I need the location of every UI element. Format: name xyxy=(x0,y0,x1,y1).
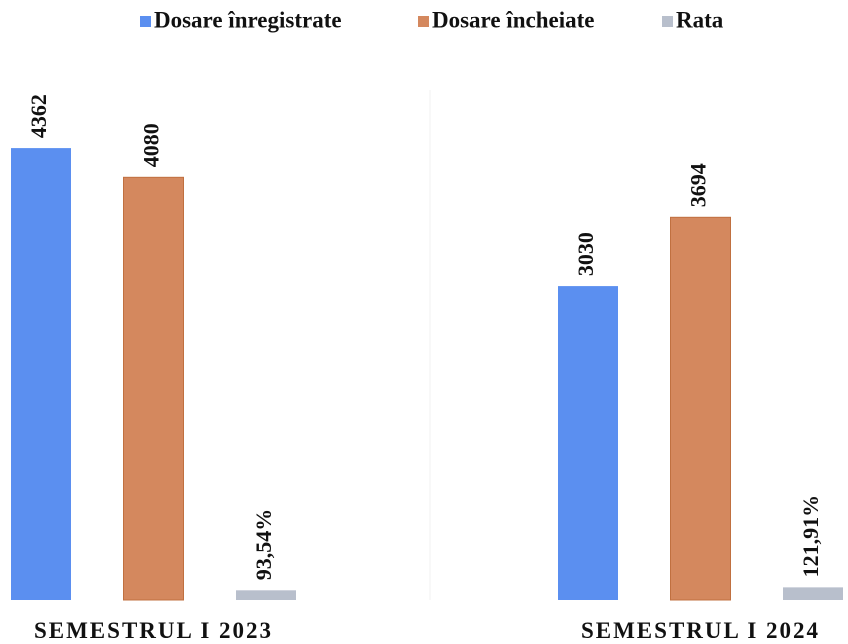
bar xyxy=(670,216,731,601)
value-label: 4362 xyxy=(26,94,51,138)
value-label: 4080 xyxy=(139,123,164,167)
x-tick-label: SEMESTRUL I 2024 xyxy=(581,618,820,643)
legend-label: Rata xyxy=(676,7,724,32)
bar xyxy=(783,587,843,600)
bar xyxy=(236,590,296,600)
value-label: 3694 xyxy=(686,163,711,207)
bar xyxy=(558,286,618,600)
legend-label: Dosare înregistrate xyxy=(154,7,342,32)
value-label: 93,54% xyxy=(251,509,276,581)
legend-label: Dosare încheiate xyxy=(432,7,594,32)
bar xyxy=(123,176,184,601)
bar xyxy=(11,148,71,600)
value-label: 3030 xyxy=(573,232,598,276)
x-tick-label: SEMESTRUL I 2023 xyxy=(34,618,273,643)
value-label: 121,91% xyxy=(798,495,823,578)
legend-swatch xyxy=(418,16,429,27)
legend-swatch xyxy=(662,16,673,27)
legend-swatch xyxy=(140,16,151,27)
